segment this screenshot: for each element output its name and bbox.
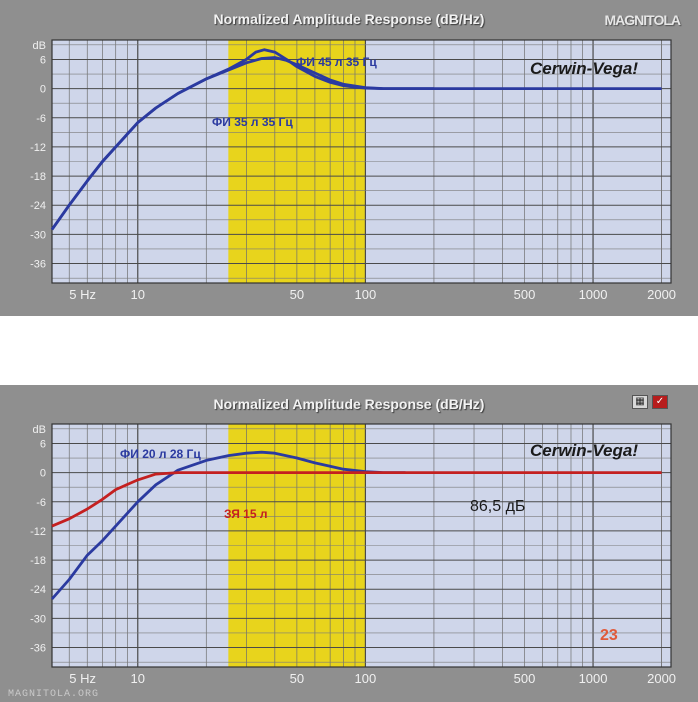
chart-plot-bottom: dB 6 0 -6 -12 -18 -24 -30 -36 5 Hz 10 50 100 500 1000 2… [30, 423, 676, 686]
chart-plot-top: dB 6 0 -6 -12 -18 -24 -30 -36 5 Hz 10 50 100 500 1000 2… [30, 39, 676, 302]
brand-label: Cerwin-Vega! [530, 59, 638, 78]
watermark-url: MAGNITOLA.ORG [8, 689, 100, 700]
plot-frame [51, 39, 672, 284]
y-tick-label: -24 [30, 584, 46, 596]
chart-title-bottom: Normalized Amplitude Response (dB/Hz) [213, 396, 485, 412]
y-tick-label: -36 [30, 259, 46, 271]
x-tick-label: 1000 [579, 671, 608, 686]
annotation-label: 86,5 дБ [470, 498, 525, 515]
y-tick-label: -18 [30, 171, 46, 183]
x-tick-label: 2000 [647, 287, 676, 302]
series-label: ФИ 35 л 35 Гц [212, 115, 293, 129]
y-tick-label: 0 [40, 84, 46, 96]
x-tick-label: 100 [355, 287, 377, 302]
y-tick-label: -24 [30, 200, 46, 212]
x-tick-label: 10 [131, 287, 145, 302]
plot-frame [51, 423, 672, 668]
y-tick-label: dB [33, 40, 46, 52]
y-tick-label: dB [33, 424, 46, 436]
y-tick-label: -6 [36, 497, 46, 509]
x-tick-label: 50 [290, 287, 304, 302]
y-tick-label: 6 [40, 438, 46, 450]
speaker-icon[interactable]: ▦ [632, 395, 648, 409]
series-label: ФИ 45 л 35 Гц [296, 55, 377, 69]
x-tick-label: 5 Hz [69, 287, 96, 302]
y-tick-label: -36 [30, 643, 46, 655]
y-tick-label: 0 [40, 468, 46, 480]
y-tick-label: -12 [30, 526, 46, 538]
brand-label: Cerwin-Vega! [530, 441, 638, 460]
x-tick-label: 2000 [647, 671, 676, 686]
series-line [50, 450, 406, 600]
x-tick-label: 100 [355, 671, 377, 686]
y-tick-label: -30 [30, 229, 46, 241]
x-tick-label: 500 [514, 287, 536, 302]
watermark-logo: MAGNITOLA [604, 12, 681, 28]
x-tick-label: 50 [290, 671, 304, 686]
x-tick-label: 500 [514, 671, 536, 686]
y-tick-label: 6 [40, 54, 46, 66]
series-line [50, 56, 434, 231]
x-tick-label: 1000 [579, 287, 608, 302]
magazine-logo: 23 [600, 627, 618, 644]
y-tick-label: -30 [30, 613, 46, 625]
series-label: ЗЯ 15 л [224, 507, 267, 521]
check-icon[interactable]: ✓ [652, 395, 668, 409]
panel-icons: ▦ ✓ [632, 395, 668, 409]
y-tick-label: -18 [30, 555, 46, 567]
chart-panel-bottom: Normalized Amplitude Response (dB/Hz) ▦ … [0, 385, 698, 702]
series-line [51, 471, 662, 528]
chart-panel-top: Normalized Amplitude Response (dB/Hz) MA… [0, 0, 698, 316]
y-tick-label: -6 [36, 113, 46, 125]
chart-title-top: Normalized Amplitude Response (dB/Hz) [213, 11, 485, 27]
series-label: ФИ 20 л 28 Гц [120, 447, 201, 461]
x-tick-label: 10 [131, 671, 145, 686]
x-tick-label: 5 Hz [69, 671, 96, 686]
y-tick-label: -12 [30, 142, 46, 154]
